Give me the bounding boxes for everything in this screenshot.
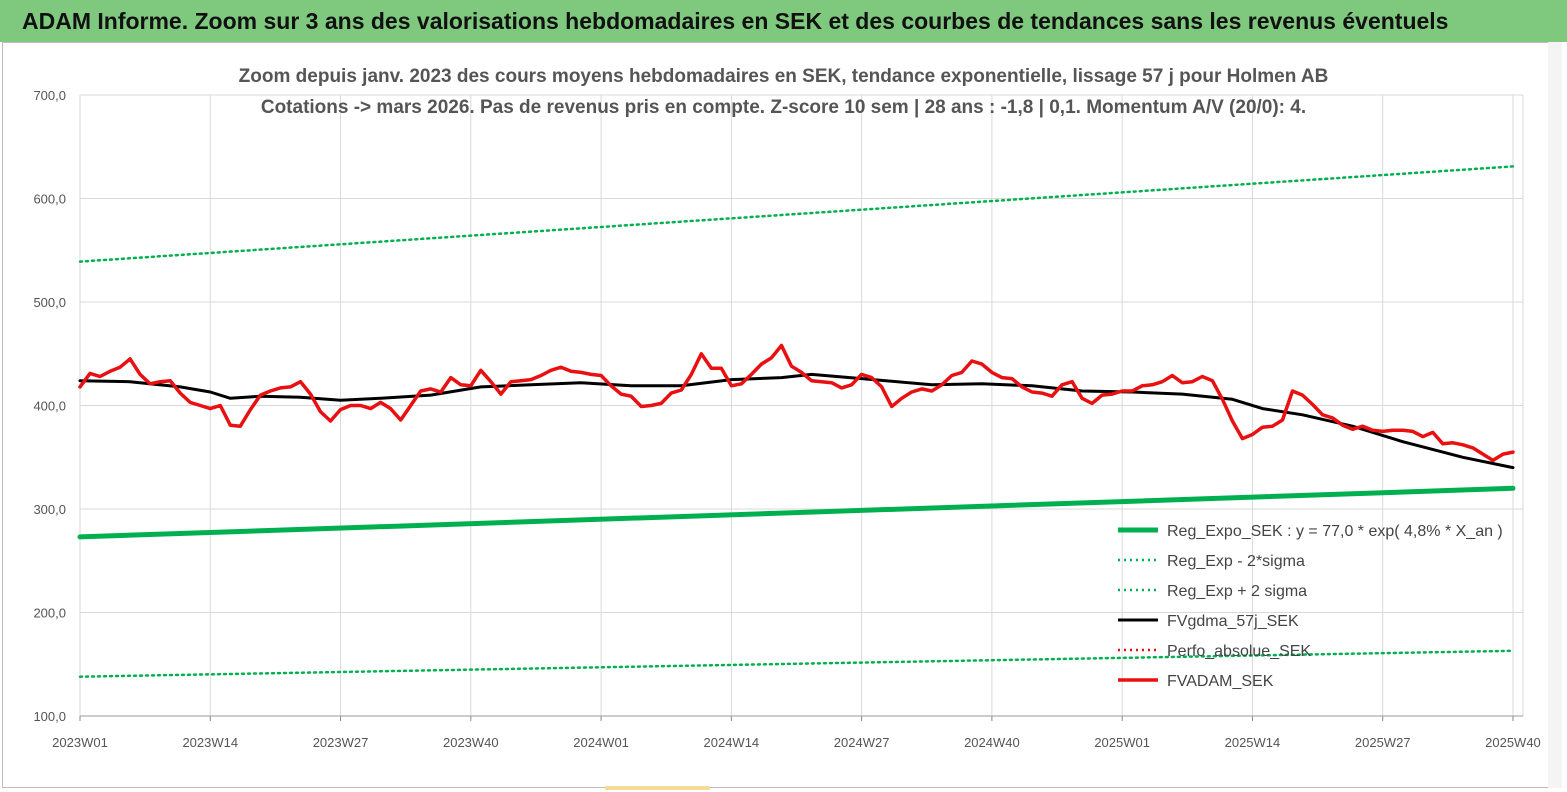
x-tick-label: 2024W27 [834, 735, 890, 750]
y-tick-label: 500,0 [33, 295, 66, 310]
legend-label: Reg_Exp - 2*sigma [1167, 553, 1305, 570]
gridlines [79, 94, 1524, 717]
y-tick-label: 400,0 [33, 399, 66, 414]
y-tick-label: 200,0 [33, 606, 66, 621]
x-tick-label: 2023W40 [443, 735, 499, 750]
x-axis: 2023W01 2023W14 2023W27 2023W40 2024W01 2024W… [52, 715, 1541, 750]
x-tick-label: 2023W01 [52, 735, 108, 750]
x-tick-label: 2024W14 [704, 735, 760, 750]
legend-label: Reg_Expo_SEK : y = 77,0 * exp( 4,8% * X_… [1167, 523, 1503, 540]
x-tick-label: 2024W01 [573, 735, 629, 750]
x-tick-label: 2024W40 [964, 735, 1020, 750]
x-tick-label: 2025W01 [1094, 735, 1150, 750]
x-tick-label: 2025W27 [1355, 735, 1411, 750]
banner-title: ADAM Informe. Zoom sur 3 ans des valoris… [22, 8, 1449, 34]
x-tick-label: 2025W40 [1485, 735, 1541, 750]
series-lines [77, 165, 1516, 678]
y-tick-label: 600,0 [33, 192, 66, 207]
series-line [78, 343, 1515, 463]
title-banner: ADAM Informe. Zoom sur 3 ans des valoris… [0, 0, 1567, 42]
x-tick-label: 2025W14 [1225, 735, 1281, 750]
chart-subtitle-line1: Zoom depuis janv. 2023 des cours moyens … [238, 66, 1329, 87]
series-line [78, 649, 1515, 678]
y-tick-label: 100,0 [33, 709, 66, 724]
series-line [77, 485, 1516, 540]
legend-label: Perfo_absolue_SEK [1167, 643, 1311, 660]
legend-label: FVADAM_SEK [1167, 673, 1274, 690]
y-axis: 100,0 200,0 300,0 400,0 500,0 600,0 700,0 [33, 88, 66, 724]
legend: Reg_Expo_SEK : y = 77,0 * exp( 4,8% * X_… [1118, 523, 1503, 690]
y-tick-label: 300,0 [33, 502, 66, 517]
horizontal-scroll-marker[interactable] [605, 786, 710, 790]
series-line [78, 372, 1515, 470]
legend-label: FVgdma_57j_SEK [1167, 613, 1299, 630]
series-line [78, 165, 1515, 263]
vertical-scrollbar[interactable] [1548, 42, 1562, 788]
x-tick-label: 2023W14 [182, 735, 238, 750]
y-tick-label: 700,0 [33, 88, 66, 103]
legend-label: Reg_Exp + 2 sigma [1167, 583, 1307, 600]
chart-subtitle-line2: Cotations -> mars 2026. Pas de revenus p… [260, 97, 1307, 118]
x-tick-label: 2023W27 [313, 735, 369, 750]
